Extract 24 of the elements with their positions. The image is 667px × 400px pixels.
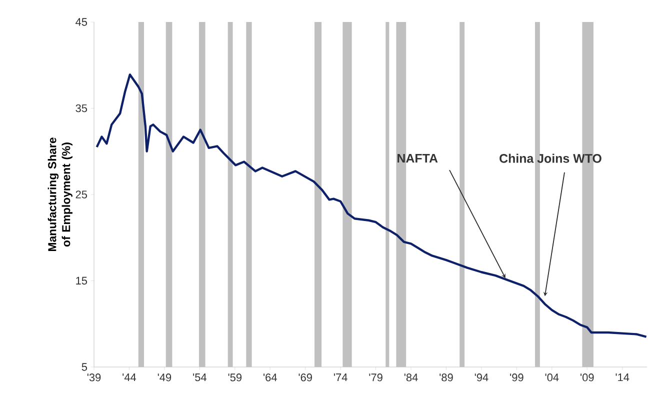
x-tick-label: '99 — [510, 374, 524, 382]
x-tick-label: '09 — [580, 374, 594, 382]
x-tick-label: '54 — [193, 374, 206, 382]
y-axis-title: Manufacturing Share of Employment (%) — [48, 138, 72, 252]
y-tick-label: 5 — [82, 363, 88, 371]
x-tick-label: '69 — [298, 374, 312, 382]
y-tick-label: 45 — [76, 18, 88, 26]
x-tick-label: '44 — [122, 374, 136, 382]
annotation: NAFTA — [398, 154, 438, 163]
x-tick-label: '39 — [87, 374, 101, 382]
x-tick-label: '94 — [474, 374, 488, 382]
y-tick-label: 15 — [76, 276, 88, 285]
x-tick-label: '59 — [228, 374, 242, 382]
annotation: China Joins WTO — [500, 154, 602, 163]
x-tick-label: '74 — [334, 374, 348, 382]
x-tick-label: '49 — [158, 374, 172, 382]
x-tick-label: '64 — [264, 374, 277, 382]
x-tick-label: '84 — [404, 374, 418, 382]
x-tick-label: '04 — [545, 374, 559, 382]
y-tick-label: 25 — [76, 190, 88, 198]
y-tick-label: 35 — [76, 104, 88, 112]
x-tick-label: '89 — [440, 374, 453, 382]
x-tick-label: '79 — [369, 374, 382, 382]
x-tick-label: '14 — [616, 374, 630, 382]
